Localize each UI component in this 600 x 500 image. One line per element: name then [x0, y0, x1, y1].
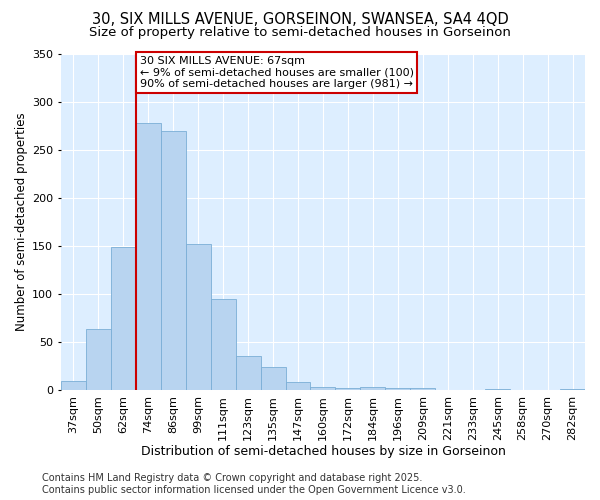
X-axis label: Distribution of semi-detached houses by size in Gorseinon: Distribution of semi-detached houses by … — [140, 444, 505, 458]
Text: 30, SIX MILLS AVENUE, GORSEINON, SWANSEA, SA4 4QD: 30, SIX MILLS AVENUE, GORSEINON, SWANSEA… — [92, 12, 508, 28]
Text: Size of property relative to semi-detached houses in Gorseinon: Size of property relative to semi-detach… — [89, 26, 511, 39]
Bar — [286, 382, 310, 390]
Bar — [236, 356, 260, 390]
Bar — [186, 244, 211, 390]
Y-axis label: Number of semi-detached properties: Number of semi-detached properties — [15, 113, 28, 332]
Bar — [410, 388, 435, 390]
Bar — [260, 368, 286, 390]
Bar — [86, 329, 111, 390]
Text: Contains HM Land Registry data © Crown copyright and database right 2025.
Contai: Contains HM Land Registry data © Crown c… — [42, 474, 466, 495]
Bar — [161, 131, 186, 390]
Bar — [335, 388, 361, 390]
Bar — [111, 247, 136, 390]
Bar — [211, 299, 236, 390]
Bar — [136, 123, 161, 390]
Bar — [61, 380, 86, 390]
Bar — [361, 388, 385, 390]
Bar — [310, 386, 335, 390]
Bar — [385, 388, 410, 390]
Text: 30 SIX MILLS AVENUE: 67sqm
← 9% of semi-detached houses are smaller (100)
90% of: 30 SIX MILLS AVENUE: 67sqm ← 9% of semi-… — [140, 56, 413, 89]
